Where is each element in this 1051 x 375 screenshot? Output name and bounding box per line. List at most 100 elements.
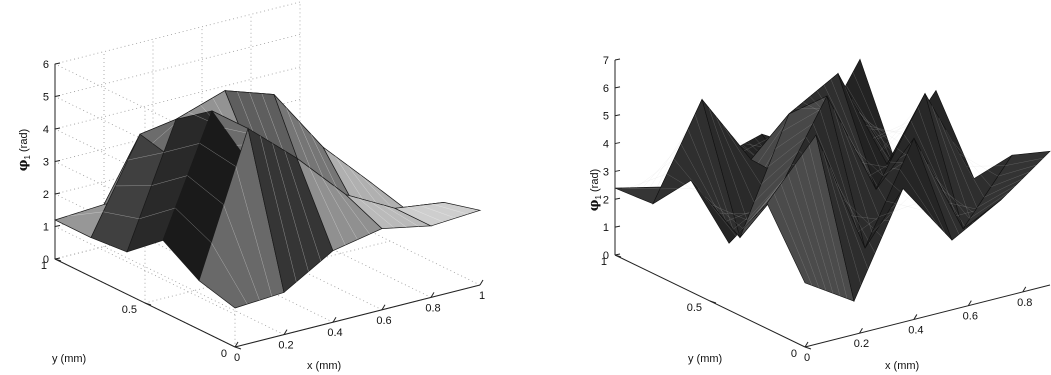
r-mesh-line-1-4-6 bbox=[966, 165, 1006, 167]
r-mesh-line-4-0-3 bbox=[635, 158, 675, 188]
l-mesh-line-0-1-2 bbox=[272, 143, 309, 272]
l-mesh-line-3-0-1 bbox=[103, 211, 140, 219]
l-z-tick-label-5: 5 bbox=[43, 92, 49, 104]
l-mesh-line-0-4-1 bbox=[407, 206, 444, 223]
r-mesh-line-0-0-6 bbox=[808, 144, 848, 299]
r-x-tick-label-3: 0.6 bbox=[963, 311, 978, 323]
r-mesh-line-1-4-3 bbox=[945, 129, 985, 198]
r-mesh-line-0-4-6 bbox=[1004, 158, 1044, 166]
l-mesh-line-0-1-3 bbox=[284, 150, 321, 262]
r-mesh-line-3-0-4 bbox=[680, 144, 720, 214]
r-mesh-line-0-3-1 bbox=[920, 151, 960, 235]
left-surface bbox=[54, 89, 482, 309]
r-y-tick-0 bbox=[804, 346, 812, 350]
r-z-tick-label-7: 7 bbox=[603, 55, 609, 67]
r-mesh-line-0-0-2 bbox=[780, 183, 820, 289]
l-x-tick-4 bbox=[430, 292, 435, 298]
r-mesh-line-1-4-4 bbox=[952, 141, 992, 187]
l-mesh-line-0-0-2 bbox=[223, 204, 260, 301]
left-x-axis-label: x (mm) bbox=[307, 360, 341, 372]
r-mesh-line-0-2-5 bbox=[899, 169, 939, 226]
l-z-tick-6 bbox=[54, 62, 61, 65]
r-x-tick-4 bbox=[1022, 286, 1027, 293]
r-z-tick-5 bbox=[614, 114, 621, 117]
left-z-axis-label: φ1 (rad) bbox=[16, 129, 32, 171]
r-x-tick-0 bbox=[804, 341, 809, 348]
r-mesh-line-3-0-5 bbox=[687, 129, 727, 222]
left-z-label-symbol: φ bbox=[16, 159, 31, 171]
r-mesh-line-4-4-5 bbox=[845, 84, 885, 150]
l-x-tick-label-3: 0.6 bbox=[376, 315, 391, 327]
l-x-tick-label-5: 1 bbox=[479, 290, 485, 302]
r-mesh-line-2-3-4 bbox=[865, 125, 905, 135]
r-mesh-line-2-1-2 bbox=[753, 164, 793, 203]
r-mesh-line-3-0-6 bbox=[694, 114, 734, 230]
r-mesh-line-2-1-1 bbox=[746, 178, 786, 221]
l-x-tick-label-1: 0.2 bbox=[278, 340, 293, 352]
l-x-axis-line bbox=[234, 284, 481, 348]
r-mesh-line-0-2-1 bbox=[871, 195, 911, 233]
r-mesh-line-0-4-4 bbox=[990, 171, 1030, 187]
l-x-tick-0 bbox=[234, 341, 239, 348]
svg-text:φ1(rad): φ1 (rad) bbox=[587, 169, 603, 211]
l-mesh-line-0-2-1 bbox=[309, 167, 346, 246]
r-z-tick-label-5: 5 bbox=[603, 111, 609, 123]
l-mesh-line-1-0-1 bbox=[175, 207, 212, 243]
r-mesh-line-0-4-2 bbox=[976, 185, 1016, 208]
l-mesh-line-0-0-3 bbox=[235, 166, 272, 297]
r-z-tick-label-4: 4 bbox=[603, 139, 609, 151]
right-y-axis-label: y (mm) bbox=[688, 353, 722, 365]
r-mesh-line-0-4-5 bbox=[997, 165, 1037, 177]
l-mesh-line-2-4-3 bbox=[359, 174, 396, 212]
right-z-label-subscript: 1 bbox=[594, 194, 603, 199]
r-mesh-line-4-4-6 bbox=[852, 72, 892, 160]
l-z-tick-5 bbox=[54, 95, 61, 97]
l-y-tick-1 bbox=[144, 302, 152, 306]
l-z-tick-label-4: 4 bbox=[43, 124, 49, 136]
r-z-tick-3 bbox=[614, 169, 621, 172]
r-mesh-line-0-0-5 bbox=[801, 154, 841, 297]
l-mesh-line-0-3-3 bbox=[382, 204, 419, 227]
r-mesh-line-2-0-1 bbox=[697, 188, 737, 237]
r-mesh-line-0-0-1 bbox=[773, 193, 813, 286]
r-mesh-line-1-4-2 bbox=[938, 117, 978, 208]
r-mesh-line-2-0-3 bbox=[711, 204, 751, 222]
l-x-tick-2 bbox=[332, 316, 337, 323]
r-x-tick-label-0: 0 bbox=[804, 352, 810, 364]
right-x-axis-label: x (mm) bbox=[885, 360, 919, 372]
r-mesh-line-2-3-3 bbox=[858, 112, 898, 149]
r-z-tick-label-3: 3 bbox=[603, 166, 609, 178]
r-mesh-line-0-1-1 bbox=[822, 151, 862, 286]
r-mesh-line-1-0-2 bbox=[742, 183, 782, 229]
r-surface-cell-0-4 bbox=[962, 150, 1051, 230]
l-z-tick-2 bbox=[54, 192, 61, 195]
l-z-tick-label-3: 3 bbox=[43, 157, 49, 169]
svg-text:φ1(rad): φ1 (rad) bbox=[16, 129, 32, 171]
right-z-label-unit: (rad) bbox=[589, 169, 601, 192]
l-x-tick-label-0: 0 bbox=[234, 352, 240, 364]
r-mesh-line-2-0-2 bbox=[704, 196, 744, 229]
r-z-tick-label-2: 2 bbox=[603, 194, 609, 206]
l-y-tick-0 bbox=[234, 346, 242, 350]
l-mesh-line-0-3-1 bbox=[358, 197, 395, 229]
l-x-tick-5 bbox=[479, 279, 484, 286]
r-mesh-line-3-1-2 bbox=[715, 116, 755, 203]
l-mesh-line-4-0-1 bbox=[67, 211, 104, 217]
r-mesh-line-3-1-3 bbox=[722, 125, 762, 185]
r-mesh-line-1-2-4 bbox=[854, 149, 894, 186]
l-mesh-line-0-3-2 bbox=[370, 201, 407, 228]
r-mesh-line-2-1-6 bbox=[781, 109, 821, 132]
r-mesh-line-1-0-1 bbox=[735, 193, 775, 237]
l-mesh-line-1-0-2 bbox=[187, 175, 224, 205]
r-x-tick-2 bbox=[913, 314, 918, 320]
r-z-tick-label-0: 0 bbox=[603, 250, 609, 262]
r-mesh-line-4-0-4 bbox=[642, 143, 682, 188]
r-z-tick-1 bbox=[614, 225, 621, 228]
r-mesh-line-0-3-2 bbox=[927, 163, 967, 229]
r-mesh-line-0-2-3 bbox=[885, 200, 925, 211]
r-z-tick-4 bbox=[614, 142, 621, 145]
l-mesh-line-4-0-2 bbox=[79, 185, 116, 213]
